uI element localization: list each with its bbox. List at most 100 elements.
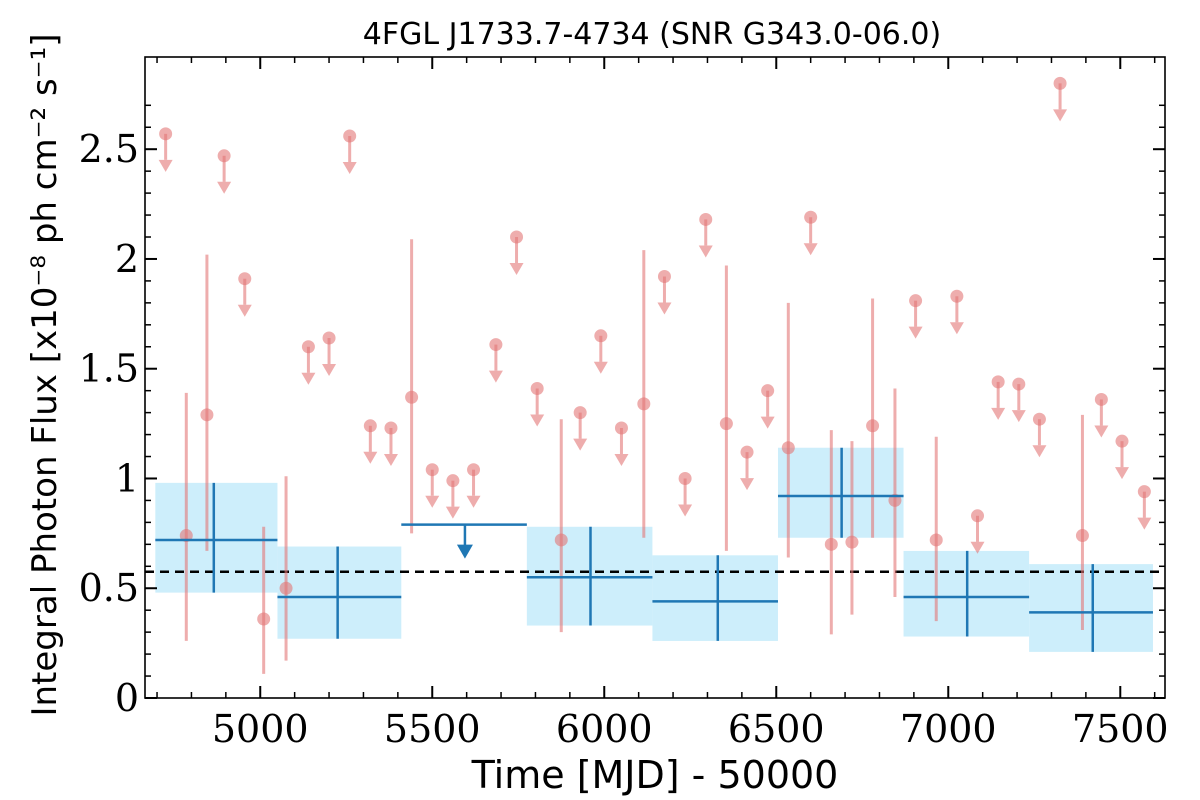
fine-bin-upper-limit-arrow <box>445 506 460 519</box>
fine-bin-upper-limit-point <box>1012 377 1026 391</box>
fine-bin-upper-limit-point <box>343 129 357 143</box>
chart-title: 4FGL J1733.7-4734 (SNR G343.0-06.0) <box>363 17 941 52</box>
fine-bin-upper-limit-point <box>217 149 231 163</box>
fine-bin-upper-limit-arrow <box>530 414 545 427</box>
fine-bin-upper-limit-point <box>530 381 544 395</box>
fine-bin-upper-limit-point <box>594 329 608 343</box>
fine-bin-upper-limit-point <box>425 463 439 477</box>
fine-bin-upper-limit-arrow <box>217 181 232 194</box>
x-tick-label: 5500 <box>384 707 481 751</box>
coarse-bin-band <box>277 546 402 639</box>
fine-bin-upper-limit-point <box>301 340 315 354</box>
fine-bin-point <box>719 417 733 431</box>
fine-bin-upper-limit-arrow <box>573 438 588 451</box>
fine-bin-upper-limit-arrow <box>342 162 357 175</box>
x-tick-label: 6500 <box>728 707 825 751</box>
fine-bin-upper-limit-arrow <box>363 451 378 464</box>
plot-border <box>144 56 1166 699</box>
fine-bin-upper-limit-arrow <box>425 495 440 508</box>
fine-bin-upper-limit-point <box>238 272 252 286</box>
fine-bin-point <box>1075 529 1089 543</box>
fine-bin-upper-limit-point <box>1053 76 1067 90</box>
fine-bin-upper-limit-point <box>761 384 775 398</box>
fine-bin-point <box>845 535 859 549</box>
y-tick-label: 2.5 <box>79 127 139 171</box>
fine-bin-upper-limit-point <box>322 331 336 345</box>
x-tick-label: 7000 <box>900 707 997 751</box>
fine-bin-upper-limit-arrow <box>740 478 755 491</box>
fine-bin-point <box>200 408 214 422</box>
fine-bin-upper-limit-arrow <box>509 263 524 276</box>
coarse-bin-band <box>155 482 278 593</box>
y-tick-label: 0.5 <box>79 566 139 610</box>
x-tick-label: 5000 <box>212 707 309 751</box>
fine-bin-upper-limit-point <box>1094 392 1108 406</box>
fine-bin-upper-limit-point <box>467 463 481 477</box>
fine-bin-point <box>824 537 838 551</box>
fine-bin-upper-limit-arrow <box>803 243 818 256</box>
fine-bin-upper-limit-arrow <box>760 416 775 429</box>
fine-bin-upper-limit-arrow <box>1011 410 1026 423</box>
fine-bin-upper-limit-arrow <box>322 363 337 376</box>
fine-bin-upper-limit-arrow <box>1053 109 1068 122</box>
fine-bin-upper-limit-arrow <box>466 495 481 508</box>
fine-bin-point <box>257 612 271 626</box>
fine-bin-upper-limit-arrow <box>1114 467 1129 480</box>
fine-bin-upper-limit-point <box>804 210 818 224</box>
fine-bin-upper-limit-point <box>489 338 503 352</box>
fine-bin-upper-limit-point <box>909 294 923 308</box>
y-tick-label: 2 <box>115 237 139 281</box>
fine-bin-upper-limit-point <box>614 421 628 435</box>
fine-bin-point <box>405 390 419 404</box>
y-tick-label: 1.5 <box>79 347 139 391</box>
fine-bin-upper-limit-point <box>657 270 671 284</box>
fine-bin-upper-limit-point <box>1115 434 1129 448</box>
y-tick-label: 1 <box>115 456 139 500</box>
coarse-bin-band <box>652 555 778 641</box>
fine-bin-point <box>781 441 795 455</box>
fine-bin-upper-limit-arrow <box>1032 445 1047 458</box>
fine-bin-upper-limit-arrow <box>593 361 608 374</box>
x-tick-label: 6000 <box>556 707 653 751</box>
fine-bin-points <box>158 76 1152 674</box>
fine-bin-upper-limit-point <box>1032 412 1046 426</box>
fine-bin-upper-limit-arrow <box>383 453 398 466</box>
fine-bin-point <box>929 533 943 547</box>
fine-bin-upper-limit-point <box>950 289 964 303</box>
plot-frame <box>144 56 1166 699</box>
fine-bin-upper-limit-point <box>446 474 460 488</box>
coarse-bin-points <box>155 447 1153 652</box>
fine-bin-upper-limit-arrow <box>301 372 316 385</box>
fine-bin-point <box>637 397 651 411</box>
fine-bin-upper-limit-arrow <box>970 541 985 554</box>
fine-bin-upper-limit-point <box>573 406 587 420</box>
fine-bin-upper-limit-arrow <box>657 302 672 315</box>
fine-bin-upper-limit-point <box>971 509 985 523</box>
fine-bin-upper-limit-point <box>699 212 713 226</box>
y-axis-label: Integral Photon Flux [x10⁻⁸ ph cm⁻² s⁻¹] <box>25 33 65 716</box>
fine-bin-upper-limit-arrow <box>1137 517 1152 530</box>
fine-bin-upper-limit-point <box>159 127 173 141</box>
fine-bin-upper-limit-point <box>740 445 754 459</box>
axis-ticks: 5000 5500 6000 6500 7000 7500 0 0.5 1 1.5 2 2.5 <box>79 57 1169 751</box>
fine-bin-upper-limit-point <box>991 375 1005 389</box>
fine-bin-point <box>866 419 880 433</box>
fine-bin-upper-limit-arrow <box>908 326 923 339</box>
coarse-bin-band <box>1029 564 1153 652</box>
fine-bin-upper-limit-point <box>384 421 398 435</box>
fine-bin-point <box>554 533 568 547</box>
fine-bin-upper-limit-point <box>1137 485 1151 499</box>
fine-bin-upper-limit-arrow <box>237 304 252 317</box>
x-tick-label: 7500 <box>1072 707 1169 751</box>
fine-bin-upper-limit-point <box>510 230 524 244</box>
fine-bin-upper-limit-point <box>678 471 692 485</box>
fine-bin-point <box>279 581 293 595</box>
fine-bin-upper-limit-arrow <box>488 370 503 383</box>
fine-bin-upper-limit-arrow <box>158 159 173 172</box>
y-tick-label: 0 <box>115 676 139 720</box>
fine-bin-upper-limit-arrow <box>1094 425 1109 438</box>
coarse-bin-upper-limit-arrow <box>456 544 473 559</box>
fine-bin-upper-limit-arrow <box>949 322 964 335</box>
x-axis-label: Time [MJD] - 50000 <box>471 753 839 797</box>
